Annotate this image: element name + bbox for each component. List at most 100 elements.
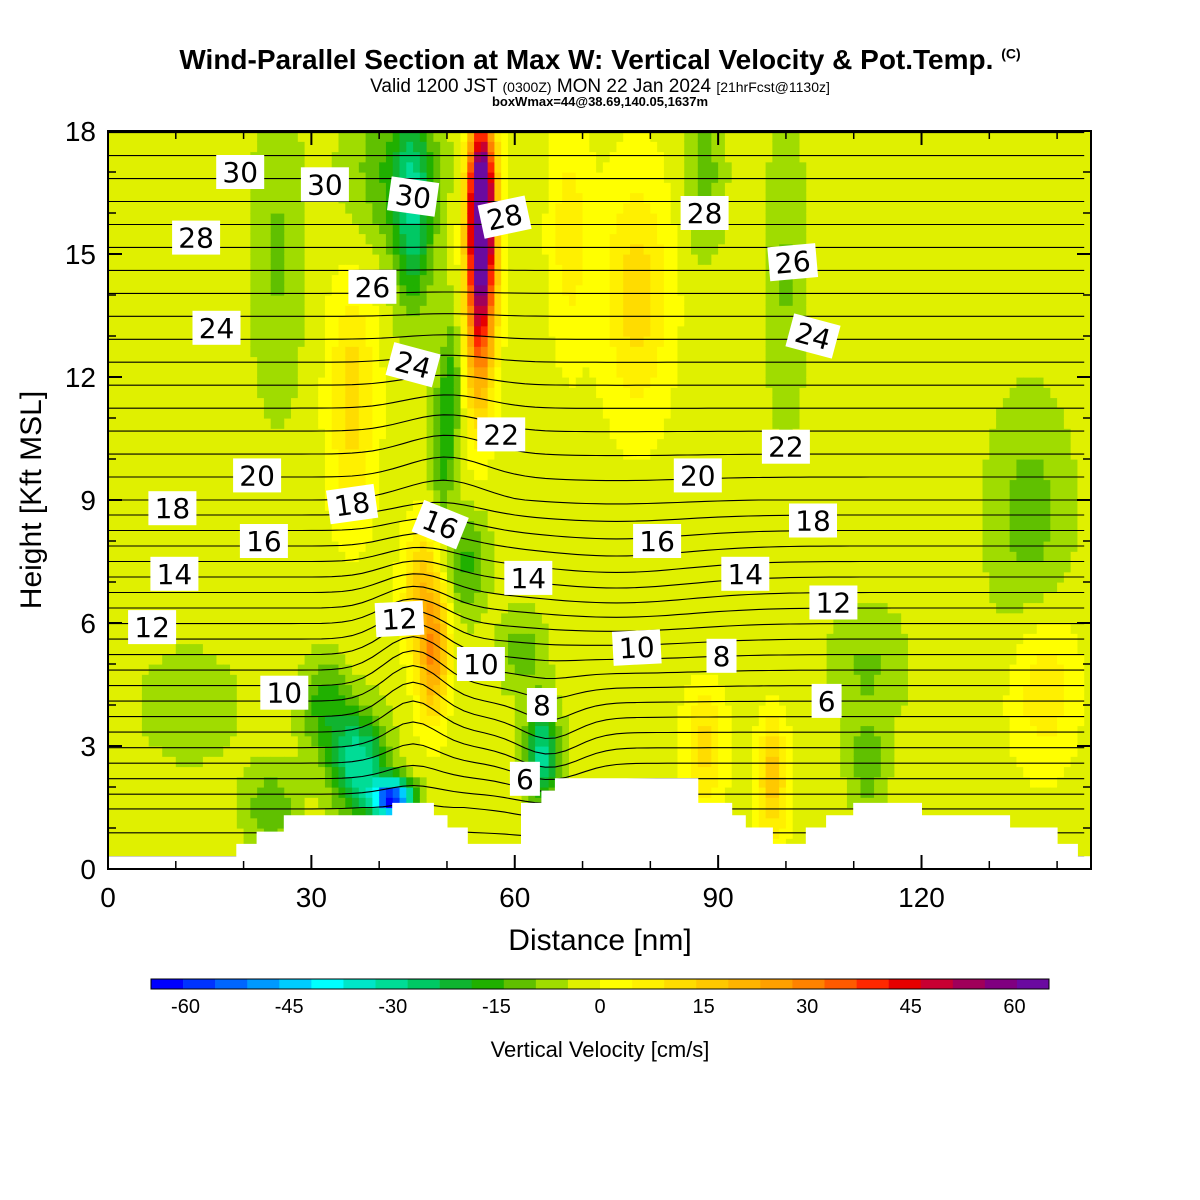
w-cell bbox=[223, 295, 231, 306]
w-cell bbox=[135, 715, 143, 727]
w-cell bbox=[304, 664, 312, 675]
w-cell bbox=[182, 336, 190, 347]
w-cell bbox=[460, 254, 468, 265]
w-cell bbox=[487, 746, 496, 757]
w-cell bbox=[514, 284, 523, 296]
w-cell bbox=[216, 469, 224, 481]
w-cell bbox=[365, 715, 373, 727]
w-cell bbox=[189, 592, 197, 604]
w-cell bbox=[419, 448, 428, 460]
w-cell bbox=[284, 161, 292, 173]
w-cell bbox=[440, 776, 448, 788]
w-cell bbox=[413, 233, 421, 245]
w-cell bbox=[277, 243, 285, 255]
w-cell bbox=[175, 161, 184, 173]
w-cell bbox=[223, 264, 231, 276]
w-cell bbox=[230, 305, 238, 317]
w-cell bbox=[426, 551, 435, 563]
w-cell bbox=[209, 510, 218, 522]
w-cell bbox=[257, 705, 265, 716]
w-cell bbox=[108, 848, 116, 860]
w-cell bbox=[121, 612, 129, 624]
w-cell bbox=[263, 438, 272, 450]
w-cell bbox=[182, 725, 190, 737]
w-cell bbox=[392, 643, 401, 655]
w-cell bbox=[501, 325, 509, 337]
w-cell bbox=[345, 397, 353, 409]
w-cell bbox=[446, 151, 455, 163]
w-cell bbox=[460, 448, 468, 460]
w-cell bbox=[568, 643, 577, 655]
w-cell bbox=[202, 797, 211, 809]
w-cell bbox=[501, 459, 509, 470]
w-cell bbox=[277, 500, 285, 511]
w-cell bbox=[419, 131, 428, 142]
w-cell bbox=[155, 653, 163, 665]
w-cell bbox=[406, 418, 414, 429]
w-cell bbox=[169, 264, 177, 276]
w-cell bbox=[230, 756, 238, 768]
w-cell bbox=[399, 284, 407, 296]
w-cell bbox=[433, 377, 441, 388]
w-cell bbox=[433, 787, 441, 798]
w-cell bbox=[440, 295, 448, 306]
w-cell bbox=[304, 305, 312, 317]
w-cell bbox=[155, 817, 163, 829]
w-cell bbox=[521, 233, 529, 245]
w-cell bbox=[392, 705, 401, 716]
w-cell bbox=[121, 705, 129, 716]
w-cell bbox=[501, 346, 509, 358]
w-cell bbox=[324, 264, 333, 276]
w-cell bbox=[284, 325, 292, 337]
w-cell bbox=[108, 561, 116, 573]
w-cell bbox=[284, 428, 292, 440]
w-cell bbox=[399, 571, 407, 583]
w-cell bbox=[223, 592, 231, 604]
w-cell bbox=[419, 715, 428, 727]
w-cell bbox=[555, 243, 563, 255]
w-cell bbox=[318, 346, 326, 358]
w-cell bbox=[521, 356, 529, 368]
w-cell bbox=[474, 715, 482, 727]
w-cell bbox=[575, 684, 584, 696]
w-cell bbox=[487, 469, 496, 481]
w-cell bbox=[257, 377, 265, 388]
w-cell bbox=[311, 346, 319, 358]
w-cell bbox=[507, 182, 516, 194]
w-cell bbox=[114, 295, 123, 306]
w-cell bbox=[345, 684, 353, 696]
w-cell bbox=[352, 766, 360, 778]
w-cell bbox=[413, 274, 421, 286]
w-cell bbox=[230, 582, 238, 593]
w-cell bbox=[216, 264, 224, 276]
w-cell bbox=[311, 694, 319, 706]
w-cell bbox=[568, 500, 577, 511]
w-cell bbox=[277, 776, 285, 788]
w-cell bbox=[501, 633, 509, 645]
w-cell bbox=[507, 284, 516, 296]
w-cell bbox=[460, 571, 468, 583]
w-cell bbox=[535, 510, 543, 522]
w-cell bbox=[311, 366, 319, 378]
w-cell bbox=[108, 715, 116, 727]
w-cell bbox=[196, 787, 204, 798]
w-cell bbox=[155, 551, 163, 563]
w-cell bbox=[352, 315, 360, 327]
w-cell bbox=[135, 694, 143, 706]
w-cell bbox=[216, 848, 224, 860]
w-cell bbox=[291, 387, 299, 399]
w-cell bbox=[311, 295, 319, 306]
w-cell bbox=[480, 756, 489, 768]
w-cell bbox=[453, 305, 462, 317]
w-cell bbox=[297, 612, 306, 624]
w-cell bbox=[440, 407, 448, 419]
w-cell bbox=[135, 233, 143, 245]
w-cell bbox=[507, 530, 516, 542]
w-cell bbox=[270, 807, 279, 819]
w-cell bbox=[480, 459, 489, 470]
w-cell bbox=[474, 223, 482, 235]
w-cell bbox=[304, 746, 312, 757]
w-cell bbox=[514, 602, 523, 614]
w-cell bbox=[162, 776, 170, 788]
w-cell bbox=[487, 510, 496, 522]
